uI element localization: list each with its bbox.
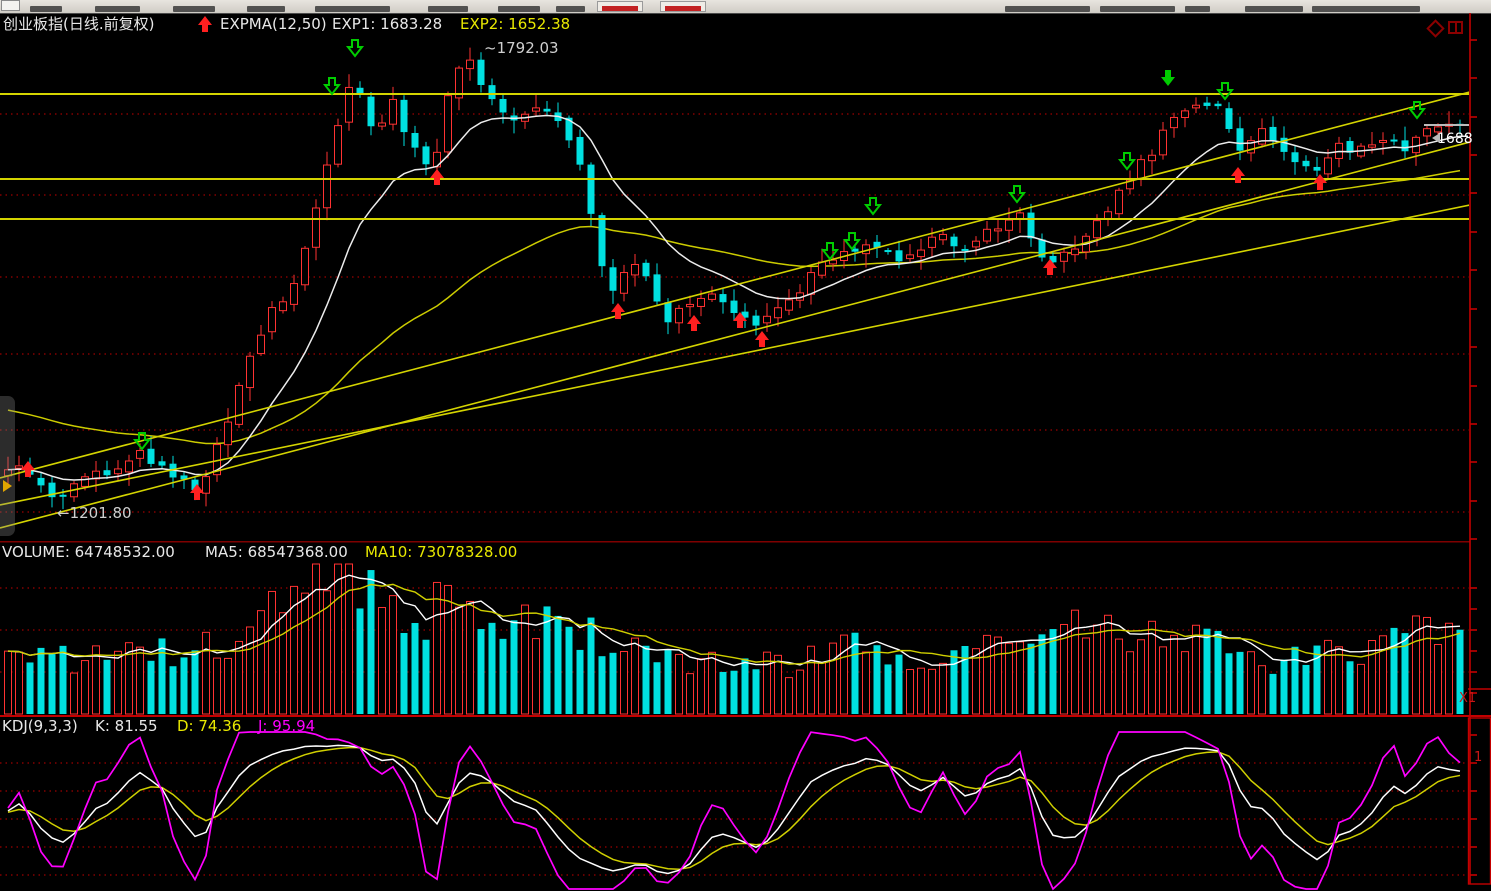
signal-arrows-layer xyxy=(21,39,1427,500)
volume-layer xyxy=(4,563,1464,715)
grid-layer xyxy=(0,113,1469,876)
volume-ma10: MA10: 73078328.00 xyxy=(365,543,518,561)
volume-ma5: MA5: 68547368.00 xyxy=(205,543,348,561)
x1-label: X1 xyxy=(1459,691,1477,706)
sidebar-drawer-handle[interactable] xyxy=(0,396,15,536)
volume-value: VOLUME: 64748532.00 xyxy=(2,543,175,561)
menu-button-red[interactable] xyxy=(597,1,643,12)
last-price-tag: 1688 xyxy=(1432,131,1473,147)
menu-item[interactable] xyxy=(1100,6,1175,12)
kdj-k-value: K: 81.55 xyxy=(95,717,158,735)
drawer-expand-icon xyxy=(3,480,12,492)
menu-bar xyxy=(0,0,1491,14)
exp2-value: EXP2: 1652.38 xyxy=(460,15,571,33)
low-price-annotation: ←1201.80 xyxy=(57,504,132,522)
menu-item[interactable] xyxy=(1245,6,1303,12)
trendline-layer xyxy=(0,91,1469,529)
menu-item[interactable] xyxy=(1005,6,1090,12)
menu-item[interactable] xyxy=(556,6,585,12)
plot-layers xyxy=(0,16,1469,891)
menu-item[interactable] xyxy=(1185,6,1210,12)
menu-item[interactable] xyxy=(315,6,390,12)
volume-ma5-line xyxy=(7,574,1461,667)
menu-item[interactable] xyxy=(95,6,140,12)
menu-button-red[interactable] xyxy=(660,1,706,12)
menu-item[interactable] xyxy=(428,6,468,12)
menu-item[interactable] xyxy=(247,6,285,12)
indicator-title[interactable]: EXPMA(12,50) xyxy=(220,15,327,33)
menu-item[interactable] xyxy=(1312,6,1420,12)
tile-windows-icon[interactable] xyxy=(1448,21,1463,34)
menu-item[interactable] xyxy=(30,6,62,12)
high-price-annotation: ~1792.03 xyxy=(484,39,559,57)
exp1-value: EXP1: 1683.28 xyxy=(332,15,443,33)
app-icon[interactable] xyxy=(1,0,20,11)
menu-item[interactable] xyxy=(173,6,215,12)
kdj-indicator-title[interactable]: KDJ(9,3,3) xyxy=(2,717,78,735)
candles-layer xyxy=(4,47,1464,510)
axis-layer xyxy=(0,13,1491,885)
symbol-title[interactable]: 创业板指(日线.前复权) xyxy=(3,15,155,33)
kdj-j-value: J: 95.94 xyxy=(258,717,316,735)
title-up-arrow-icon xyxy=(198,16,212,32)
kdj-axis-label: 1 xyxy=(1474,750,1483,765)
kdj-j-line xyxy=(7,731,1461,891)
menu-item[interactable] xyxy=(498,6,540,12)
volume-ma10-line xyxy=(7,583,1461,665)
kdj-d-value: D: 74.36 xyxy=(177,717,242,735)
